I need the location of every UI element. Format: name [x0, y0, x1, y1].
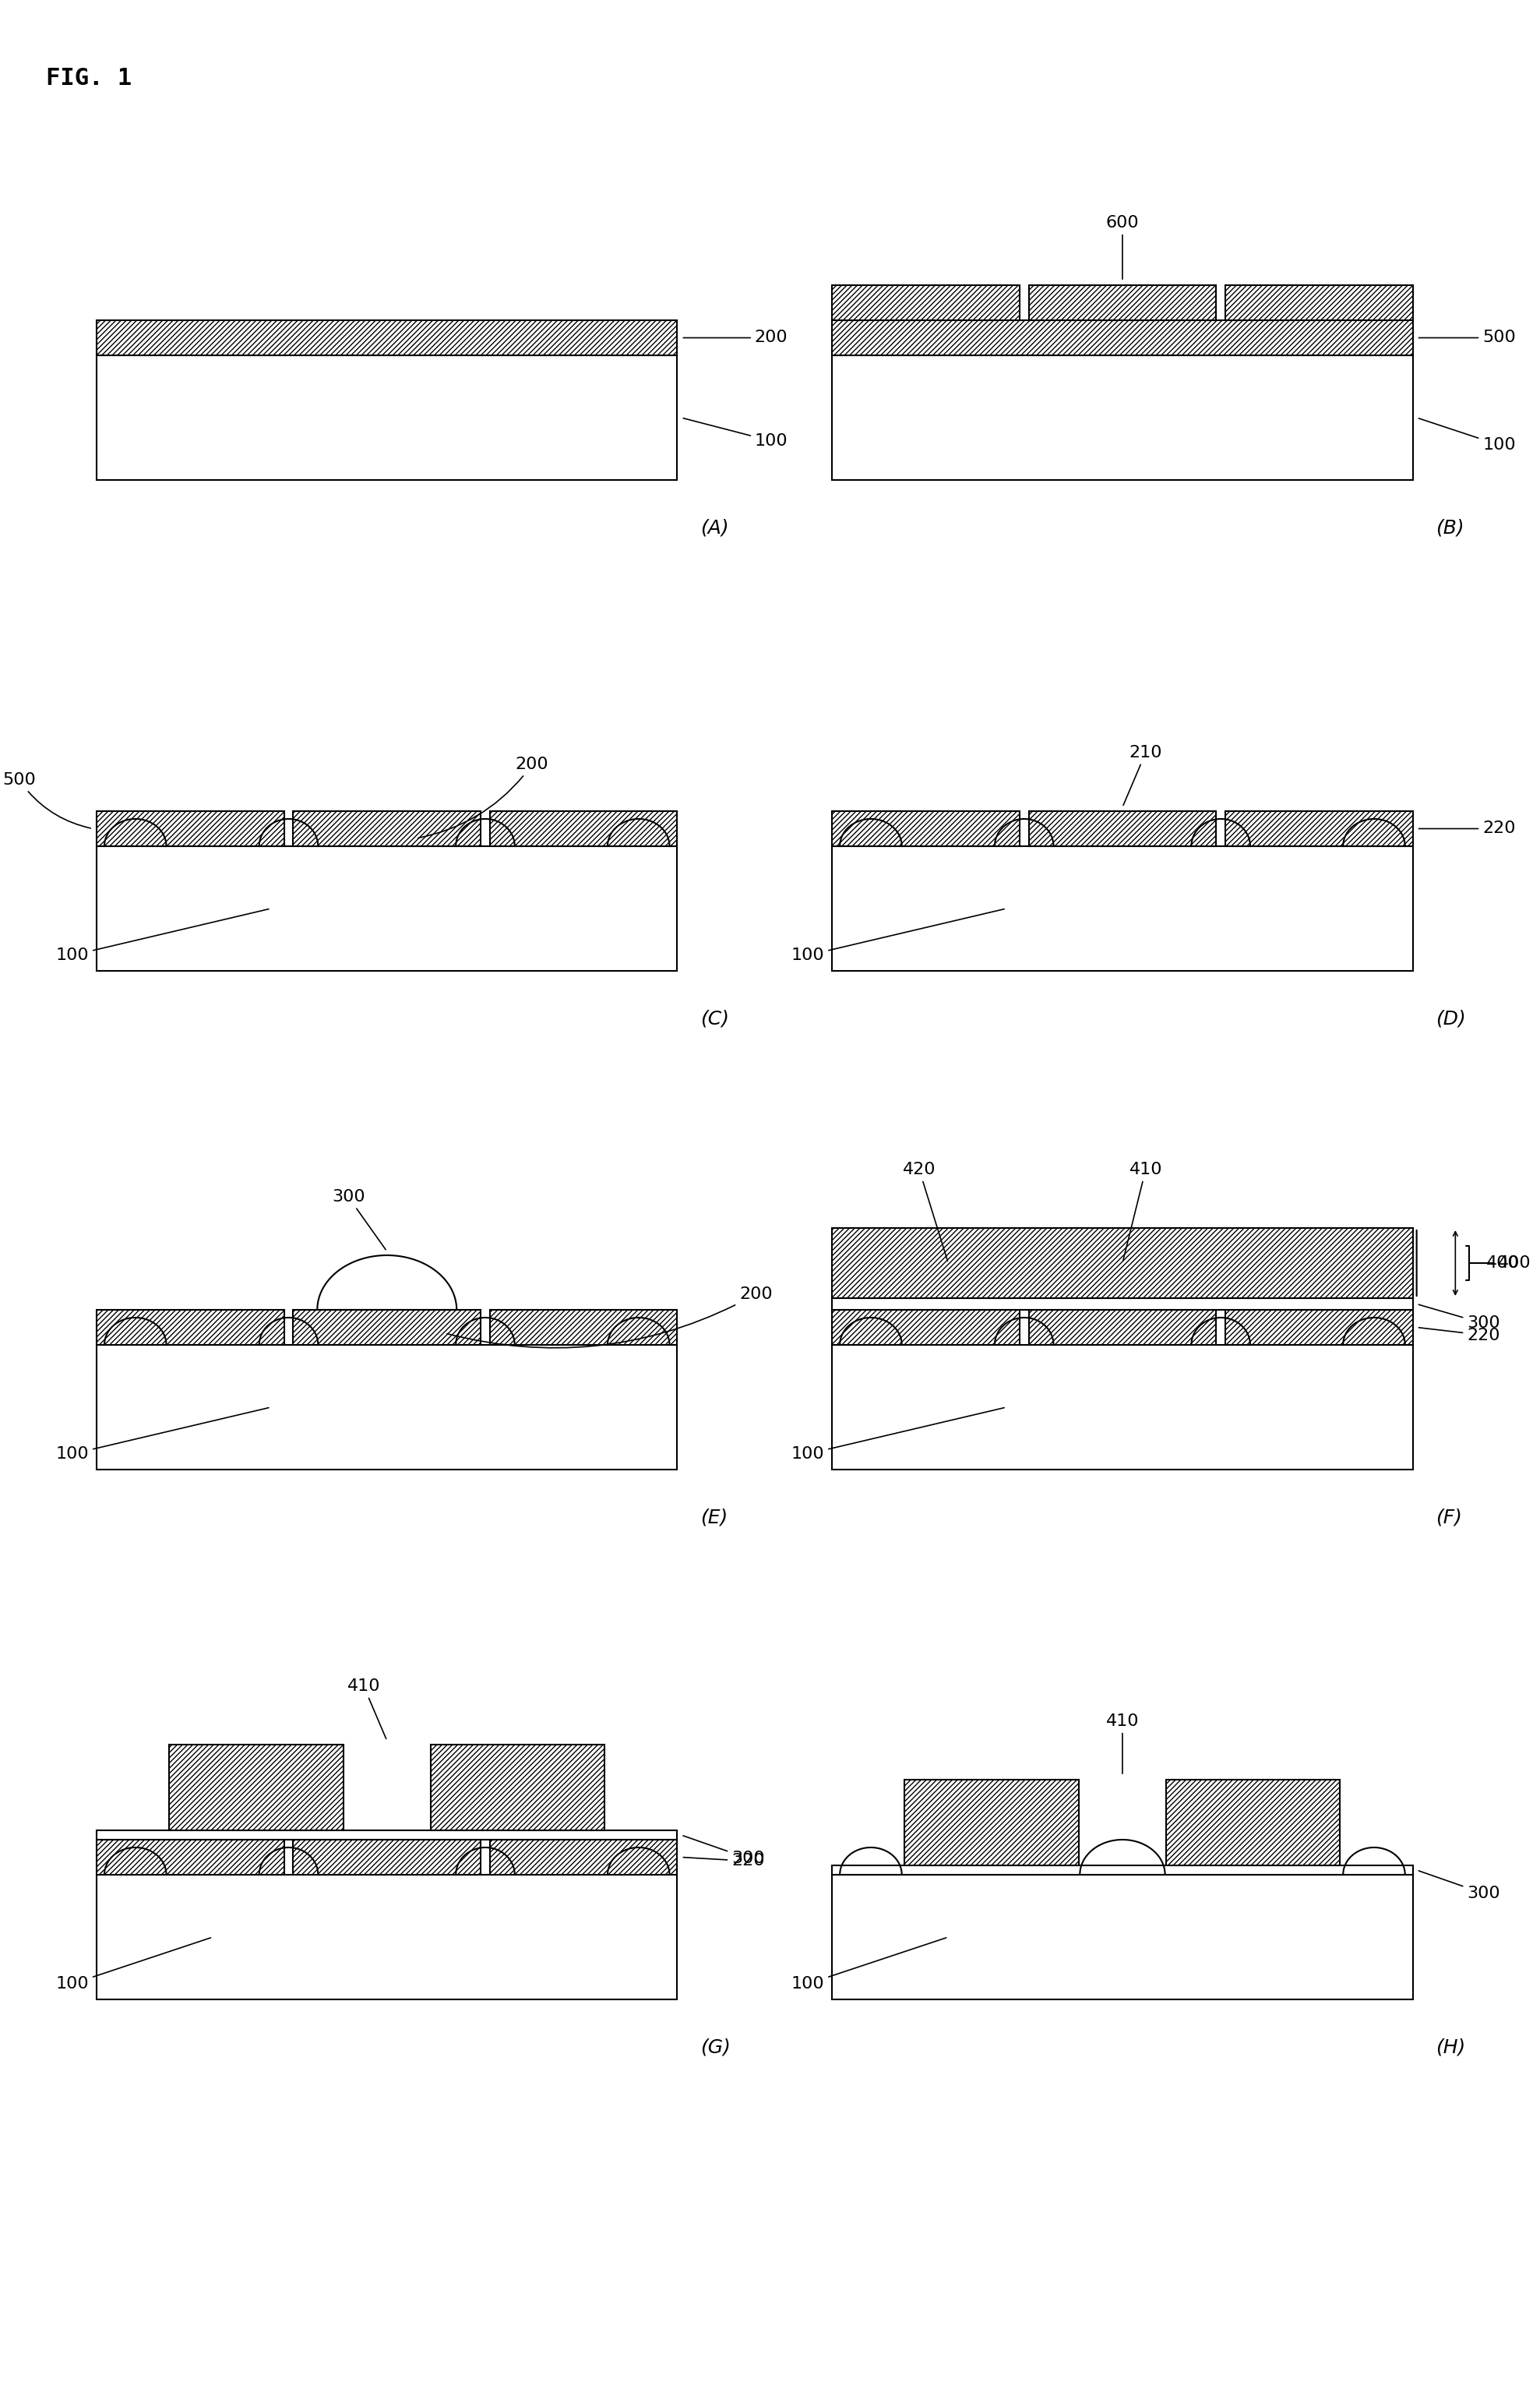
Bar [832, 320, 1412, 356]
Bar [97, 1840, 283, 1875]
Bar [97, 320, 678, 356]
Text: 100: 100 [55, 1937, 211, 1992]
Bar [293, 812, 480, 846]
Text: 100: 100 [684, 418, 788, 449]
Text: 100: 100 [792, 1407, 1004, 1462]
Bar [1029, 284, 1217, 320]
Bar [293, 1309, 480, 1345]
Bar [293, 1840, 480, 1875]
Text: 100: 100 [792, 1937, 946, 1992]
Bar [1226, 284, 1412, 320]
Text: (B): (B) [1435, 518, 1465, 538]
Text: 400: 400 [1486, 1254, 1520, 1271]
Bar [97, 1345, 678, 1469]
Text: 410: 410 [346, 1679, 387, 1739]
Text: 200: 200 [447, 1285, 773, 1347]
Bar [490, 1309, 678, 1345]
Text: 220: 220 [684, 1854, 764, 1868]
Bar [97, 1830, 678, 1840]
Bar [97, 1309, 283, 1345]
Bar [169, 1744, 343, 1830]
Text: 500: 500 [3, 772, 91, 829]
Bar [97, 356, 678, 480]
Text: 100: 100 [792, 910, 1004, 963]
Text: 420: 420 [902, 1161, 947, 1261]
Text: 300: 300 [1418, 1304, 1500, 1331]
Bar [1226, 1309, 1412, 1345]
Text: (F): (F) [1435, 1507, 1463, 1527]
Text: 500: 500 [1418, 330, 1515, 346]
Text: 220: 220 [1418, 1328, 1500, 1343]
Bar [832, 284, 1019, 320]
Text: (G): (G) [701, 2038, 732, 2057]
Text: 300: 300 [1418, 1871, 1500, 1902]
Bar [490, 1840, 678, 1875]
Text: (A): (A) [701, 518, 728, 538]
Bar [832, 356, 1412, 480]
Text: 100: 100 [1418, 418, 1515, 452]
Bar [832, 1309, 1019, 1345]
Bar [904, 1780, 1080, 1866]
Text: 300: 300 [331, 1190, 385, 1249]
Bar [832, 1345, 1412, 1469]
Bar [97, 846, 678, 970]
Bar [832, 1228, 1412, 1297]
Bar [832, 812, 1019, 846]
Text: 400: 400 [1466, 1245, 1531, 1281]
Bar [832, 1866, 1412, 1875]
Bar [832, 1875, 1412, 2000]
Bar [1226, 812, 1412, 846]
Text: (E): (E) [701, 1507, 728, 1527]
Text: (D): (D) [1435, 1011, 1466, 1030]
Bar [1029, 1309, 1217, 1345]
Bar [97, 1875, 678, 2000]
Text: FIG. 1: FIG. 1 [46, 67, 132, 91]
Bar [832, 846, 1412, 970]
Text: 410: 410 [1123, 1161, 1163, 1261]
Text: 220: 220 [1418, 822, 1515, 836]
Text: (H): (H) [1435, 2038, 1466, 2057]
Bar [1166, 1780, 1340, 1866]
Text: (C): (C) [701, 1011, 730, 1030]
Text: 300: 300 [684, 1835, 765, 1866]
Text: 210: 210 [1123, 745, 1163, 805]
Bar [832, 1297, 1412, 1309]
Bar [1029, 812, 1217, 846]
Text: 100: 100 [55, 910, 268, 963]
Bar [490, 812, 678, 846]
Text: 200: 200 [684, 330, 788, 346]
Text: 410: 410 [1106, 1713, 1140, 1773]
Bar [97, 812, 283, 846]
Bar [431, 1744, 605, 1830]
Text: 100: 100 [55, 1407, 268, 1462]
Text: 200: 200 [417, 757, 548, 839]
Text: 600: 600 [1106, 215, 1140, 280]
